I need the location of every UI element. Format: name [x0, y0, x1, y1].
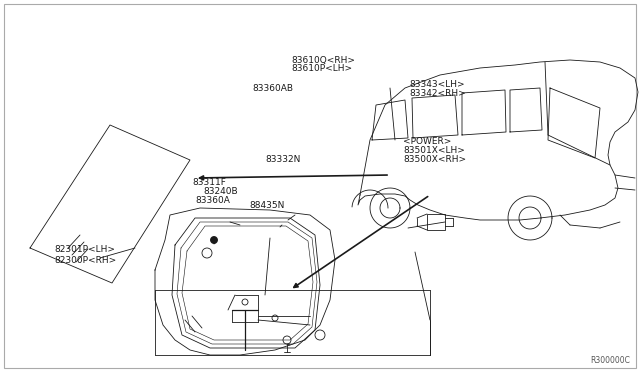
Text: 83610P<LH>: 83610P<LH> [291, 64, 353, 73]
Circle shape [211, 237, 218, 244]
Text: 83343<LH>: 83343<LH> [410, 80, 465, 89]
Text: 83240B: 83240B [204, 187, 238, 196]
Text: 83311F: 83311F [192, 178, 226, 187]
Text: <POWER>: <POWER> [403, 137, 452, 146]
Text: 82300P<RH>: 82300P<RH> [54, 256, 116, 265]
Text: R300000C: R300000C [590, 356, 630, 365]
Text: 83332N: 83332N [266, 155, 301, 164]
Text: 83342<RH>: 83342<RH> [410, 89, 467, 98]
Text: 83360A: 83360A [195, 196, 230, 205]
Text: 88435N: 88435N [250, 201, 285, 210]
Text: 83360AB: 83360AB [253, 84, 294, 93]
Text: 82301P<LH>: 82301P<LH> [54, 246, 115, 254]
Text: 83500X<RH>: 83500X<RH> [403, 155, 467, 164]
Text: 83610Q<RH>: 83610Q<RH> [291, 56, 355, 65]
Text: 83501X<LH>: 83501X<LH> [403, 146, 465, 155]
Bar [427, 214, 445, 230]
